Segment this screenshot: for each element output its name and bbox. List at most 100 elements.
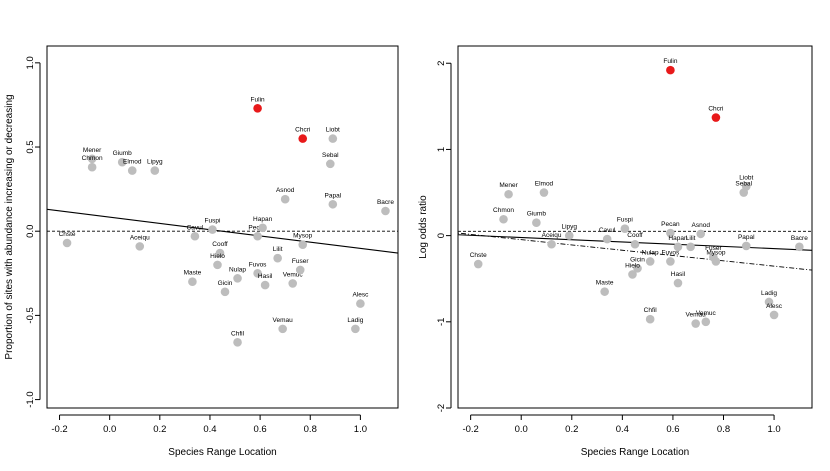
right-point-mysop: [711, 257, 721, 266]
right-point-label-fuvos: Fuvos: [662, 249, 680, 256]
left-x-tick-label: 0.6: [253, 424, 266, 435]
left-point-vemuc: [288, 279, 298, 288]
right-point-label-hielo: Hielo: [625, 262, 640, 269]
left-x-tick-label: 1.0: [354, 424, 367, 435]
right-point-label-giumb: Giumb: [527, 211, 547, 218]
right-point-label-hasil: Hasil: [671, 271, 686, 278]
right-plot-frame: [457, 45, 813, 409]
right-point-label-nulap: Nulap: [642, 249, 659, 256]
right-point-bacre: [795, 242, 804, 252]
right-point-cavul: [602, 234, 612, 244]
right-point-mener: [504, 189, 513, 199]
left-point-aceiqu: [135, 242, 145, 251]
right-point-chfil: [645, 314, 655, 324]
left-point-label-mener: Mener: [83, 147, 102, 154]
right-point-label-vemuc: Vemuc: [696, 310, 717, 317]
right-x-axis-title: Species Range Location: [581, 447, 689, 458]
right-point-chcri: [711, 113, 721, 122]
right-x-tick-label: 0.4: [616, 424, 629, 435]
right-point-label-chmon: Chmon: [493, 207, 514, 214]
left-point-label-ladig: Ladig: [347, 317, 363, 324]
left-point-giumb: [117, 157, 127, 167]
left-panel: -0.2 0.0 0.2 0.4 0.6 0.8 1.0 -1.0 -0.5 0.0 0.5 1.0 S…: [4, 45, 399, 458]
left-point-nulap: [233, 274, 242, 283]
left-point-label-hapan: Hapan: [253, 216, 273, 223]
left-point-label-lilit: Lilit: [273, 246, 283, 253]
left-point-vemau: [278, 324, 287, 334]
left-point-fuvos: [253, 269, 262, 278]
left-point-liobt: [328, 134, 338, 143]
right-point-asnod: [696, 229, 706, 239]
left-point-label-fulin: Fulin: [251, 96, 265, 103]
right-point-label-chcri: Chcri: [708, 106, 723, 113]
left-point-lilit: [273, 253, 282, 263]
left-x-axis-title: Species Range Location: [168, 447, 276, 458]
right-dotdash-line: [458, 232, 812, 271]
left-point-elmod: [127, 166, 137, 175]
left-point-label-mysop: Mysop: [293, 233, 313, 240]
left-point-label-hasil: Hasil: [258, 273, 273, 280]
left-point-hapan: [258, 223, 267, 233]
right-point-label-alesc: Alesc: [766, 303, 783, 310]
left-x-tick-label: 0.2: [153, 424, 166, 435]
left-point-papal: [328, 199, 338, 209]
left-y-tick-label: 0.0: [25, 225, 36, 238]
left-point-lipyg: [150, 166, 160, 175]
left-point-fuser: [295, 265, 305, 275]
right-point-vemau: [691, 319, 700, 328]
left-y-axis-title: Proportion of sites with abundance incre…: [4, 94, 15, 359]
left-point-chste: [62, 238, 72, 248]
right-y-axis-title: Log odds ratio: [418, 195, 429, 259]
left-y-tick-label: 1.0: [25, 56, 36, 69]
right-point-nulap: [645, 257, 655, 266]
right-point-hasil: [673, 278, 683, 288]
right-point-label-liobt: Liobt: [739, 174, 753, 181]
right-point-papal: [741, 241, 751, 251]
left-point-label-giumb: Giumb: [113, 150, 133, 157]
left-point-chmon: [87, 162, 97, 172]
right-point-label-sebal: Sebal: [735, 181, 752, 188]
left-point-label-cooff: Cooff: [212, 241, 228, 248]
right-x-tick-label: 0.8: [717, 424, 730, 435]
right-point-hapan: [673, 242, 683, 252]
right-point-lilit: [686, 242, 695, 252]
left-point-maste: [188, 277, 197, 287]
right-point-hielo: [628, 270, 637, 279]
left-y-tick-label: -0.5: [25, 307, 36, 323]
left-point-label-fuser: Fuser: [292, 258, 309, 265]
right-y-tick-label: 0: [436, 233, 447, 238]
left-y-tick-label: -1.0: [25, 391, 36, 407]
right-point-label-papal: Papal: [738, 234, 755, 241]
left-point-label-chcri: Chcri: [295, 127, 310, 134]
left-point-label-fuvos: Fuvos: [249, 261, 267, 268]
right-point-label-ladig: Ladig: [761, 290, 777, 297]
right-point-alesc: [769, 310, 779, 320]
right-point-lipyg: [564, 231, 574, 240]
right-point-vemuc: [701, 317, 711, 327]
left-point-chfil: [233, 338, 242, 347]
left-point-gicin: [220, 287, 230, 297]
right-point-gicin: [633, 264, 642, 273]
left-point-hielo: [213, 260, 222, 270]
left-point-label-liobt: Liobt: [326, 127, 340, 134]
left-point-fulin: [253, 103, 262, 113]
left-point-asnod: [280, 194, 290, 204]
left-x-tick-label: -0.2: [51, 424, 67, 435]
left-point-label-cavul: Cavul: [187, 224, 204, 231]
left-point-label-gicin: Gicin: [218, 280, 233, 287]
right-point-label-bacre: Bacre: [791, 235, 808, 242]
left-point-cavul: [190, 231, 200, 241]
left-point-alesc: [356, 299, 365, 308]
right-point-label-pecan: Pecan: [661, 221, 680, 228]
right-point-fulin: [666, 65, 675, 75]
right-point-fuvos: [666, 257, 675, 266]
right-point-label-cavul: Cavul: [599, 227, 616, 234]
left-point-label-bacre: Bacre: [377, 199, 394, 206]
right-point-label-asnod: Asnod: [692, 222, 711, 229]
right-point-ladig: [764, 297, 774, 307]
right-point-label-maste: Maste: [596, 280, 614, 287]
right-point-giumb: [532, 218, 541, 227]
left-point-label-chfil: Chfil: [231, 330, 245, 337]
right-point-aceiqu: [547, 239, 556, 249]
right-point-label-fuser: Fuser: [705, 245, 722, 252]
